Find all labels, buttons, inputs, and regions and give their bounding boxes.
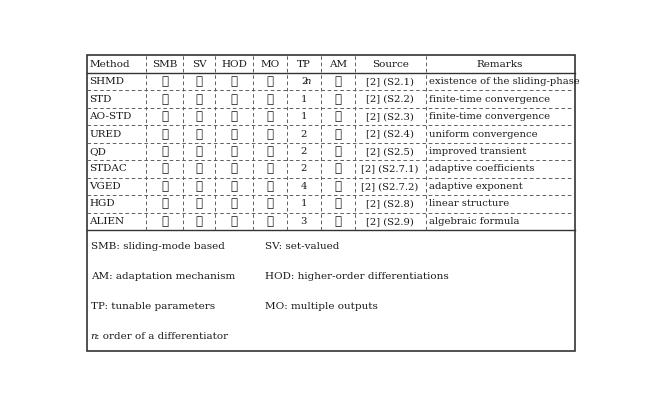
Text: ✓: ✓ [231,197,237,211]
Text: 1: 1 [301,199,307,209]
Text: Source: Source [372,60,408,69]
Text: ✓: ✓ [161,110,168,123]
Text: ✗: ✗ [231,127,237,140]
Text: ✗: ✗ [334,197,341,211]
Text: ✗: ✗ [195,197,203,211]
Text: ✗: ✗ [334,127,341,140]
Text: ✓: ✓ [231,75,237,88]
Text: ALIEN: ALIEN [89,217,124,226]
Text: ✓: ✓ [266,127,273,140]
Text: finite-time convergence: finite-time convergence [429,95,550,103]
Text: HOD: higher-order differentiations: HOD: higher-order differentiations [265,272,448,281]
Text: 1: 1 [301,112,307,121]
Text: n: n [304,77,311,86]
Text: MO: MO [261,60,280,69]
Text: QD: QD [89,147,106,156]
Text: [2] (S2.9): [2] (S2.9) [366,217,414,226]
Text: ✗: ✗ [334,110,341,123]
Text: SHMD: SHMD [89,77,124,86]
Text: ✓: ✓ [195,127,203,140]
Text: n: n [90,332,97,341]
Text: STD: STD [89,95,112,103]
Text: uniform convergence: uniform convergence [429,129,537,139]
Text: ✓: ✓ [266,180,273,193]
Text: STDAC: STDAC [89,164,127,174]
Text: ✓: ✓ [266,75,273,88]
Text: MO: multiple outputs: MO: multiple outputs [265,302,378,311]
Text: 2: 2 [301,164,307,174]
Text: SMB: SMB [152,60,177,69]
Text: ✓: ✓ [266,197,273,211]
Text: AM: adaptation mechanism: AM: adaptation mechanism [90,272,235,281]
Text: ✗: ✗ [334,93,341,105]
Text: HGD: HGD [89,199,115,209]
Text: ✗: ✗ [334,145,341,158]
Text: ✗: ✗ [334,75,341,88]
Text: 2: 2 [301,77,307,86]
Text: ✗: ✗ [231,145,237,158]
Text: ✗: ✗ [161,197,168,211]
Text: ✓: ✓ [231,110,237,123]
Text: ✗: ✗ [231,180,237,193]
Text: ✗: ✗ [334,215,341,228]
Text: [2] (S2.7.2): [2] (S2.7.2) [361,182,419,191]
Text: ✓: ✓ [266,162,273,176]
Text: [2] (S2.2): [2] (S2.2) [366,95,414,103]
Text: improved transient: improved transient [429,147,526,156]
Text: ✓: ✓ [195,75,203,88]
Text: ✗: ✗ [195,180,203,193]
Text: ✗: ✗ [195,215,203,228]
Text: ✓: ✓ [195,110,203,123]
Text: HOD: HOD [221,60,247,69]
Text: Method: Method [89,60,130,69]
Text: ✓: ✓ [334,162,341,176]
Text: ✗: ✗ [231,162,237,176]
Text: SV: SV [192,60,206,69]
Text: ✓: ✓ [334,180,341,193]
Text: 1: 1 [301,95,307,103]
Text: ✓: ✓ [161,75,168,88]
Text: ✓: ✓ [195,162,203,176]
Text: ✗: ✗ [266,215,273,228]
Text: finite-time convergence: finite-time convergence [429,112,550,121]
Text: adaptive exponent: adaptive exponent [429,182,522,191]
Text: SMB: sliding-mode based: SMB: sliding-mode based [90,242,224,251]
Text: ✗: ✗ [231,93,237,105]
Text: ✓: ✓ [266,110,273,123]
Text: 2: 2 [301,147,307,156]
Text: AO-STD: AO-STD [89,112,132,121]
Text: [2] (S2.3): [2] (S2.3) [366,112,414,121]
Text: algebraic formula: algebraic formula [429,217,519,226]
Text: existence of the sliding-phase: existence of the sliding-phase [429,77,579,86]
Text: ✓: ✓ [161,180,168,193]
Text: ✓: ✓ [231,215,237,228]
Text: [2] (S2.1): [2] (S2.1) [366,77,414,86]
Text: TP: TP [297,60,311,69]
Text: AM: AM [328,60,347,69]
Text: ✓: ✓ [266,145,273,158]
Text: [2] (S2.8): [2] (S2.8) [366,199,414,209]
Text: ✓: ✓ [161,127,168,140]
Text: : order of a differentiator: : order of a differentiator [96,332,228,341]
Text: adaptive coefficients: adaptive coefficients [429,164,534,174]
Text: ✓: ✓ [161,93,168,105]
Text: [2] (S2.7.1): [2] (S2.7.1) [361,164,419,174]
Text: URED: URED [89,129,121,139]
Text: 3: 3 [301,217,307,226]
Text: ✓: ✓ [161,162,168,176]
Text: ✓: ✓ [195,145,203,158]
Text: ✓: ✓ [266,93,273,105]
Text: SV: set-valued: SV: set-valued [265,242,339,251]
Text: ✓: ✓ [161,145,168,158]
Text: [2] (S2.4): [2] (S2.4) [366,129,414,139]
Text: 4: 4 [301,182,307,191]
Text: linear structure: linear structure [429,199,509,209]
Text: ✗: ✗ [161,215,168,228]
Text: VGED: VGED [89,182,121,191]
Text: 2: 2 [301,129,307,139]
Text: TP: tunable parameters: TP: tunable parameters [90,302,215,311]
Text: ✓: ✓ [195,93,203,105]
Text: Remarks: Remarks [477,60,523,69]
Text: [2] (S2.5): [2] (S2.5) [366,147,414,156]
